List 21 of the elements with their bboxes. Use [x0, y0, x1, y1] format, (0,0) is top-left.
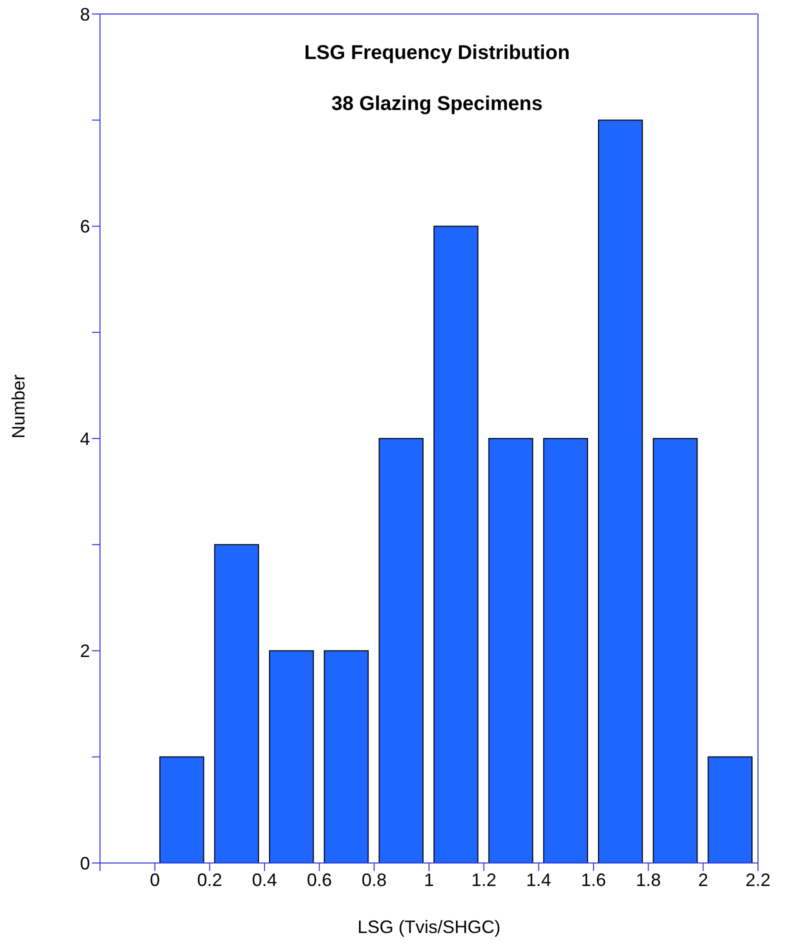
text: 38 Glazing Specimens — [330, 93, 544, 116]
x-tick-label: 0.4 — [252, 870, 278, 890]
x-tick-label: 1 — [424, 870, 434, 890]
x-tick-label: 2.2 — [745, 870, 771, 890]
y-axis-title: Number — [8, 374, 28, 438]
y-tick-label: 6 — [80, 216, 90, 237]
x-tick-label: 1.4 — [526, 870, 552, 890]
x-tick-label: 0.8 — [362, 870, 387, 890]
x-tick-label: 0.6 — [306, 870, 332, 890]
y-tick-label: 4 — [80, 428, 90, 449]
x-tick-label: 0 — [150, 870, 160, 890]
x-tick-label: 1.2 — [471, 870, 496, 890]
y-tick-label: 2 — [80, 641, 90, 662]
y-tick-label: 8 — [80, 4, 90, 24]
y-tick-label: 0 — [80, 853, 90, 874]
x-axis-title: LSG (Tvis/SHGC) — [357, 917, 501, 937]
x-tick-label: 1.8 — [636, 870, 661, 890]
x-tick-label: 2 — [698, 870, 708, 890]
x-tick-label: 0.2 — [197, 870, 222, 890]
x-tick-label: 1.6 — [580, 870, 606, 890]
text: LSG Frequency Distribution — [303, 42, 571, 65]
